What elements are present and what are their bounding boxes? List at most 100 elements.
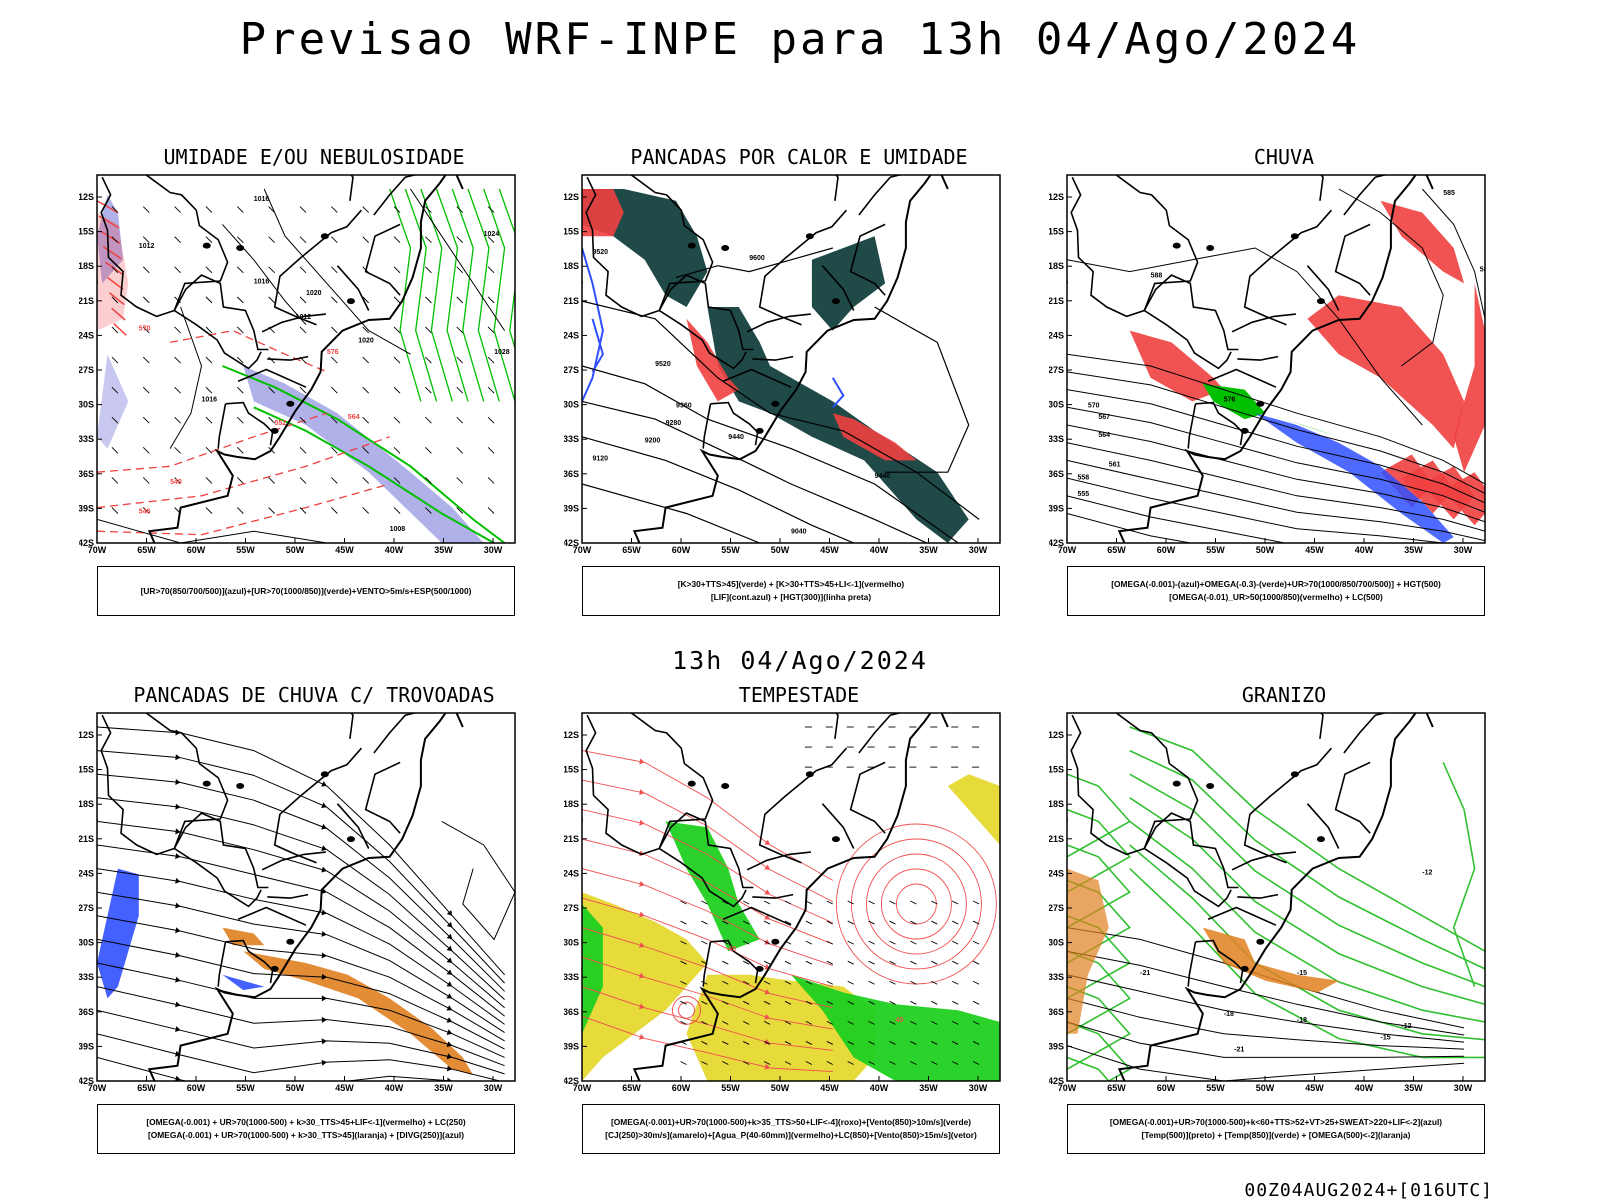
panel-title: PANCADAS POR CALOR E UMIDADE — [630, 145, 968, 169]
wind-vector — [763, 920, 771, 925]
lake — [320, 771, 329, 778]
wind-vector — [910, 960, 917, 965]
streamline — [97, 1056, 456, 1081]
height-contour — [582, 483, 760, 543]
lake — [1256, 938, 1265, 945]
wind-vector — [487, 296, 495, 304]
flow-arrow-icon — [639, 758, 645, 765]
wind-vector — [331, 356, 338, 364]
contour-label: 576 — [327, 349, 339, 356]
wind-vector — [784, 1041, 792, 1045]
border-line — [1143, 274, 1239, 370]
lon-tick-label: 35W — [1404, 1083, 1423, 1093]
wind-vector — [268, 356, 275, 364]
map-layer: 585 588 582 576 570 567 564 561 558 555 — [1067, 175, 1485, 543]
wind-vector — [931, 960, 938, 965]
wind-vector — [111, 206, 119, 213]
humidity-contour — [467, 188, 500, 402]
lon-tick-label: 55W — [1206, 545, 1225, 555]
lon-tick-label: 50W — [286, 545, 305, 555]
wind-vector — [393, 386, 401, 394]
wind-vector — [847, 1061, 854, 1065]
lake — [1290, 233, 1299, 240]
wind-vector — [362, 507, 370, 514]
wind-vector — [331, 386, 338, 394]
panel-title: TEMPESTADE — [738, 683, 860, 707]
contour-label: 9280 — [666, 420, 682, 427]
wind-vector — [910, 1061, 917, 1065]
wind-vector — [456, 356, 464, 364]
wind-vector — [931, 900, 938, 905]
flow-arrow-icon — [175, 828, 181, 835]
wind-vector — [889, 1020, 896, 1025]
pressure-contour — [410, 188, 506, 331]
wind-vector — [722, 980, 729, 985]
wind-vector — [680, 980, 687, 985]
shaded-region — [243, 366, 484, 543]
wind-vector — [742, 1000, 750, 1005]
lon-tick-label: 35W — [434, 1083, 453, 1093]
lat-tick-label: 27S — [564, 365, 579, 375]
flow-arrow-icon — [175, 877, 181, 884]
lat-tick-label: 21S — [79, 834, 94, 844]
wind-vector — [910, 920, 917, 925]
contour-label: 552 — [275, 420, 287, 427]
wind-vector — [722, 900, 729, 905]
border-line — [1319, 175, 1324, 201]
wind-vector — [742, 1041, 750, 1045]
map-umidade: 1016 1012 1016 1020 1024 1028 1020 1016 1012 1008… — [79, 174, 516, 555]
wind-vector — [268, 236, 275, 244]
geography — [1067, 713, 1434, 1081]
lat-tick-label: 15S — [79, 227, 94, 237]
border-line — [1231, 851, 1296, 871]
wind-vector — [111, 356, 119, 364]
wind-vector — [910, 980, 917, 985]
thickness-contour — [97, 412, 328, 473]
height-contour — [582, 365, 959, 543]
wind-vector — [142, 266, 150, 274]
lat-tick-label: 18S — [79, 261, 94, 271]
map-layer: 9520 9600 9440 9360 9280 9200 9120 9040 9520 9440 — [582, 175, 1000, 543]
height-contour — [1067, 371, 1485, 494]
lon-tick-label: 55W — [236, 545, 255, 555]
flow-arrow-icon — [446, 1041, 453, 1048]
lat-tick-label: 12S — [564, 730, 579, 740]
border-line — [217, 941, 227, 987]
wind-vector — [142, 386, 150, 394]
wind-vector — [331, 266, 338, 274]
shaded-region — [1307, 295, 1465, 449]
wind-vector — [826, 920, 834, 925]
lat-tick-label: 30S — [564, 938, 579, 948]
border-line — [1343, 713, 1388, 754]
wind-vector — [680, 1061, 687, 1065]
lat-tick-label: 36S — [79, 469, 94, 479]
border-line — [349, 175, 354, 201]
wind-vector — [142, 236, 150, 244]
contour-label: 1012 — [296, 314, 312, 321]
wind-vector — [889, 1061, 896, 1065]
wind-vector — [236, 206, 244, 213]
flow-arrow-icon — [321, 781, 327, 787]
lon-tick-label: 70W — [1058, 1083, 1077, 1093]
shaded-region — [832, 413, 917, 461]
geography — [97, 713, 464, 1081]
wind-vector — [425, 416, 432, 424]
height-contour — [582, 400, 928, 543]
temp-500-contour — [1067, 997, 1465, 1050]
wind-vector — [742, 960, 750, 965]
humidity-contour — [97, 200, 119, 214]
lat-tick-label: 24S — [79, 868, 94, 878]
map-background — [97, 713, 515, 1081]
wind-vector — [111, 296, 119, 304]
lon-tick-label: 40W — [1355, 1083, 1374, 1093]
geography — [582, 175, 949, 543]
map-frame — [96, 712, 516, 1082]
border-line — [273, 209, 363, 326]
coastline — [147, 713, 464, 1081]
wind-vector — [362, 326, 370, 334]
border-line — [758, 209, 848, 326]
wind-vector — [487, 477, 495, 484]
wind-vector — [826, 1000, 834, 1005]
wind-vector — [784, 1020, 792, 1025]
flow-arrow-icon — [447, 1077, 453, 1081]
